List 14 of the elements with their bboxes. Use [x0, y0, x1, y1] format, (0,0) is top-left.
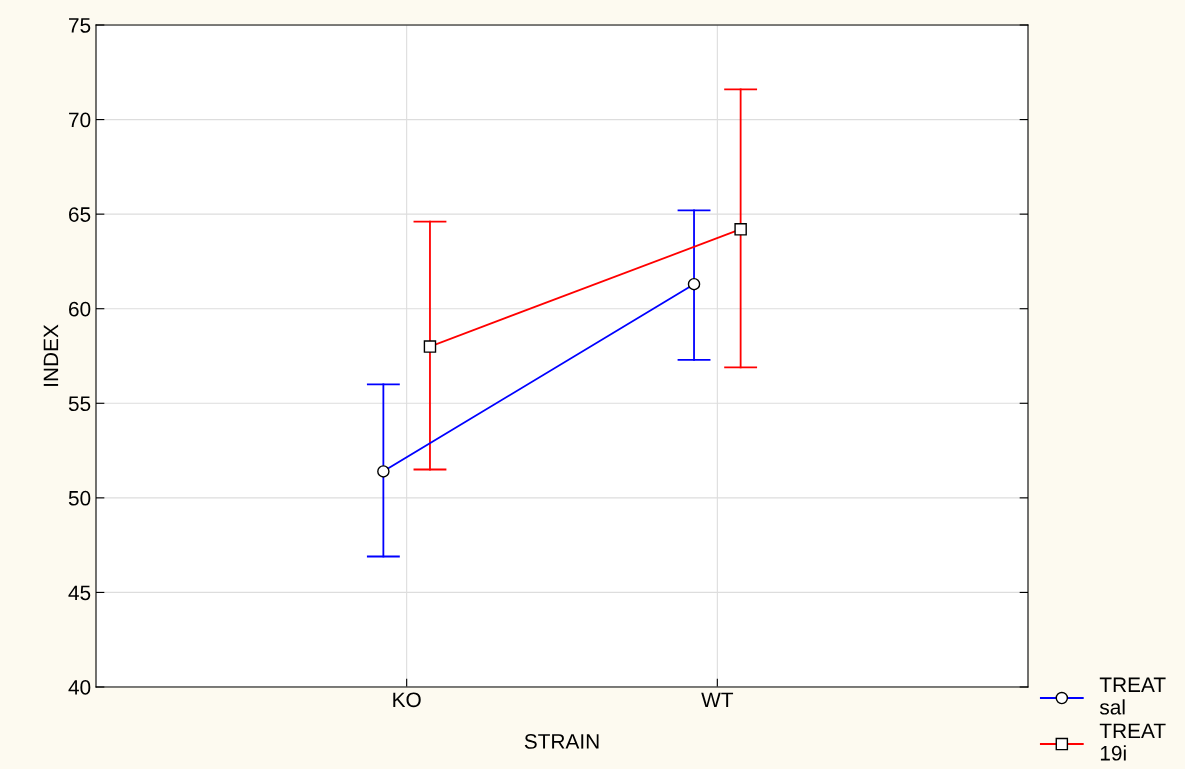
x-tick-label: KO [393, 692, 421, 708]
x-tick-label: WT [701, 692, 734, 707]
y-tick-label: 40 [68, 680, 91, 695]
y-tick-label: 65 [69, 207, 91, 222]
y-tick-label: 50 [68, 490, 91, 506]
y-tick-label: 75 [69, 18, 91, 33]
y-tick-label: 45 [68, 585, 91, 601]
x-axis-title: STRAIN [524, 734, 599, 749]
legend-label: TREAT sal [1099, 677, 1166, 715]
legend-label: TREAT 19i [1099, 723, 1166, 761]
y-tick-label: 55 [68, 396, 91, 412]
y-tick-label: 60 [69, 301, 91, 317]
y-tick-label: 70 [69, 112, 91, 128]
y-axis-title: INDEX [43, 324, 59, 386]
